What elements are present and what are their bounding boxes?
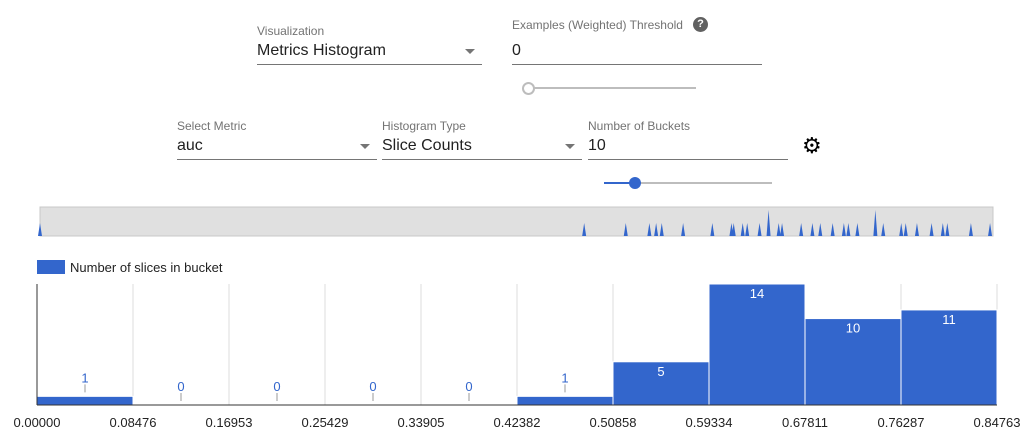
x-tick-label: 0.16953	[206, 415, 253, 430]
overview-spike	[799, 223, 804, 236]
overview-spike	[745, 223, 750, 236]
histogram-bar[interactable]	[708, 283, 806, 406]
histogram-type-select[interactable]: Slice Counts	[382, 137, 472, 154]
threshold-slider-knob[interactable]	[522, 82, 535, 95]
overview-spike	[846, 223, 851, 236]
bar-value-label: 14	[750, 286, 764, 301]
bar-value-label: 10	[846, 321, 860, 336]
overview-spike	[881, 223, 886, 236]
overview-spike	[780, 223, 785, 236]
buckets-underline	[588, 159, 788, 160]
overview-spike	[929, 223, 934, 236]
overview-spike	[776, 223, 781, 236]
overview-spike	[654, 223, 659, 236]
overview-spike	[38, 223, 42, 236]
overview-spike	[731, 223, 736, 236]
bar-value-label: 0	[177, 379, 184, 394]
x-tick-label: 0.84763	[974, 415, 1021, 430]
buckets-slider[interactable]	[604, 182, 772, 184]
visualization-underline	[257, 64, 482, 65]
overview-spike	[818, 223, 823, 236]
chevron-down-icon[interactable]	[465, 49, 475, 54]
overview-spike	[903, 223, 908, 236]
x-tick-label: 0.59334	[686, 415, 733, 430]
visualization-label: Visualization	[257, 24, 325, 38]
histogram-bar[interactable]	[36, 395, 134, 406]
overview-spike	[729, 223, 734, 236]
x-tick-label: 0.25429	[302, 415, 349, 430]
visualization-select[interactable]: Metrics Histogram	[257, 42, 386, 59]
histogram-type-label: Histogram Type	[382, 119, 466, 133]
x-tick-label: 0.67811	[782, 415, 828, 430]
overview-spike	[968, 223, 973, 236]
histogram-bar[interactable]	[804, 318, 902, 406]
threshold-underline	[512, 64, 762, 65]
threshold-slider[interactable]	[528, 87, 696, 89]
overview-spike	[810, 223, 815, 236]
overview-spike	[914, 223, 919, 236]
x-tick-label: 0.08476	[110, 415, 157, 430]
overview-spike	[740, 223, 745, 236]
chevron-down-icon[interactable]	[360, 144, 370, 149]
x-tick-label: 0.76287	[878, 415, 925, 430]
histogram-type-underline	[382, 159, 582, 160]
overview-spike	[647, 223, 652, 236]
bar-value-label: 0	[273, 379, 280, 394]
metric-label: Select Metric	[177, 119, 247, 133]
bar-value-label: 0	[369, 379, 376, 394]
histogram-bar[interactable]	[516, 395, 614, 406]
x-tick-label: 0.42382	[494, 415, 541, 430]
bar-value-label: 1	[81, 370, 88, 385]
overview-spike	[623, 223, 628, 236]
bar-value-label: 11	[942, 312, 956, 327]
help-circle-icon[interactable]: ?	[693, 17, 708, 32]
buckets-label: Number of Buckets	[588, 119, 691, 133]
threshold-input[interactable]: 0	[512, 42, 521, 59]
metric-select[interactable]: auc	[177, 137, 203, 154]
overview-brush[interactable]	[39, 206, 994, 237]
legend-swatch	[37, 260, 65, 274]
overview-spike	[945, 223, 950, 236]
bar-value-label: 0	[465, 379, 472, 394]
overview-spike	[899, 223, 904, 236]
legend-label: Number of slices in bucket	[70, 260, 223, 275]
overview-spike	[582, 223, 587, 236]
overview-spike	[940, 223, 945, 236]
overview-spike	[841, 223, 846, 236]
overview-spike	[757, 223, 762, 236]
overview-spike	[766, 210, 771, 236]
x-tick-label: 0.00000	[14, 415, 61, 430]
metric-underline	[177, 159, 377, 160]
overview-spike	[873, 210, 878, 236]
overview-spike	[710, 223, 715, 236]
overview-spike	[830, 223, 835, 236]
gear-icon[interactable]: ⚙	[802, 133, 822, 158]
overview-spike	[988, 223, 993, 236]
bar-value-label: 5	[657, 364, 664, 379]
histogram-bar[interactable]	[612, 361, 710, 406]
buckets-input[interactable]: 10	[588, 137, 606, 154]
buckets-slider-knob[interactable]	[629, 177, 641, 189]
overview-spike	[681, 223, 686, 236]
overview-spike	[659, 223, 664, 236]
threshold-label: Examples (Weighted) Threshold	[512, 18, 683, 32]
chevron-down-icon[interactable]	[565, 144, 575, 149]
bar-value-label: 1	[561, 370, 568, 385]
overview-spike	[855, 223, 860, 236]
x-tick-label: 0.50858	[590, 415, 637, 430]
buckets-slider-fill	[604, 182, 634, 184]
histogram-bar[interactable]	[900, 309, 998, 406]
x-tick-label: 0.33905	[398, 415, 445, 430]
